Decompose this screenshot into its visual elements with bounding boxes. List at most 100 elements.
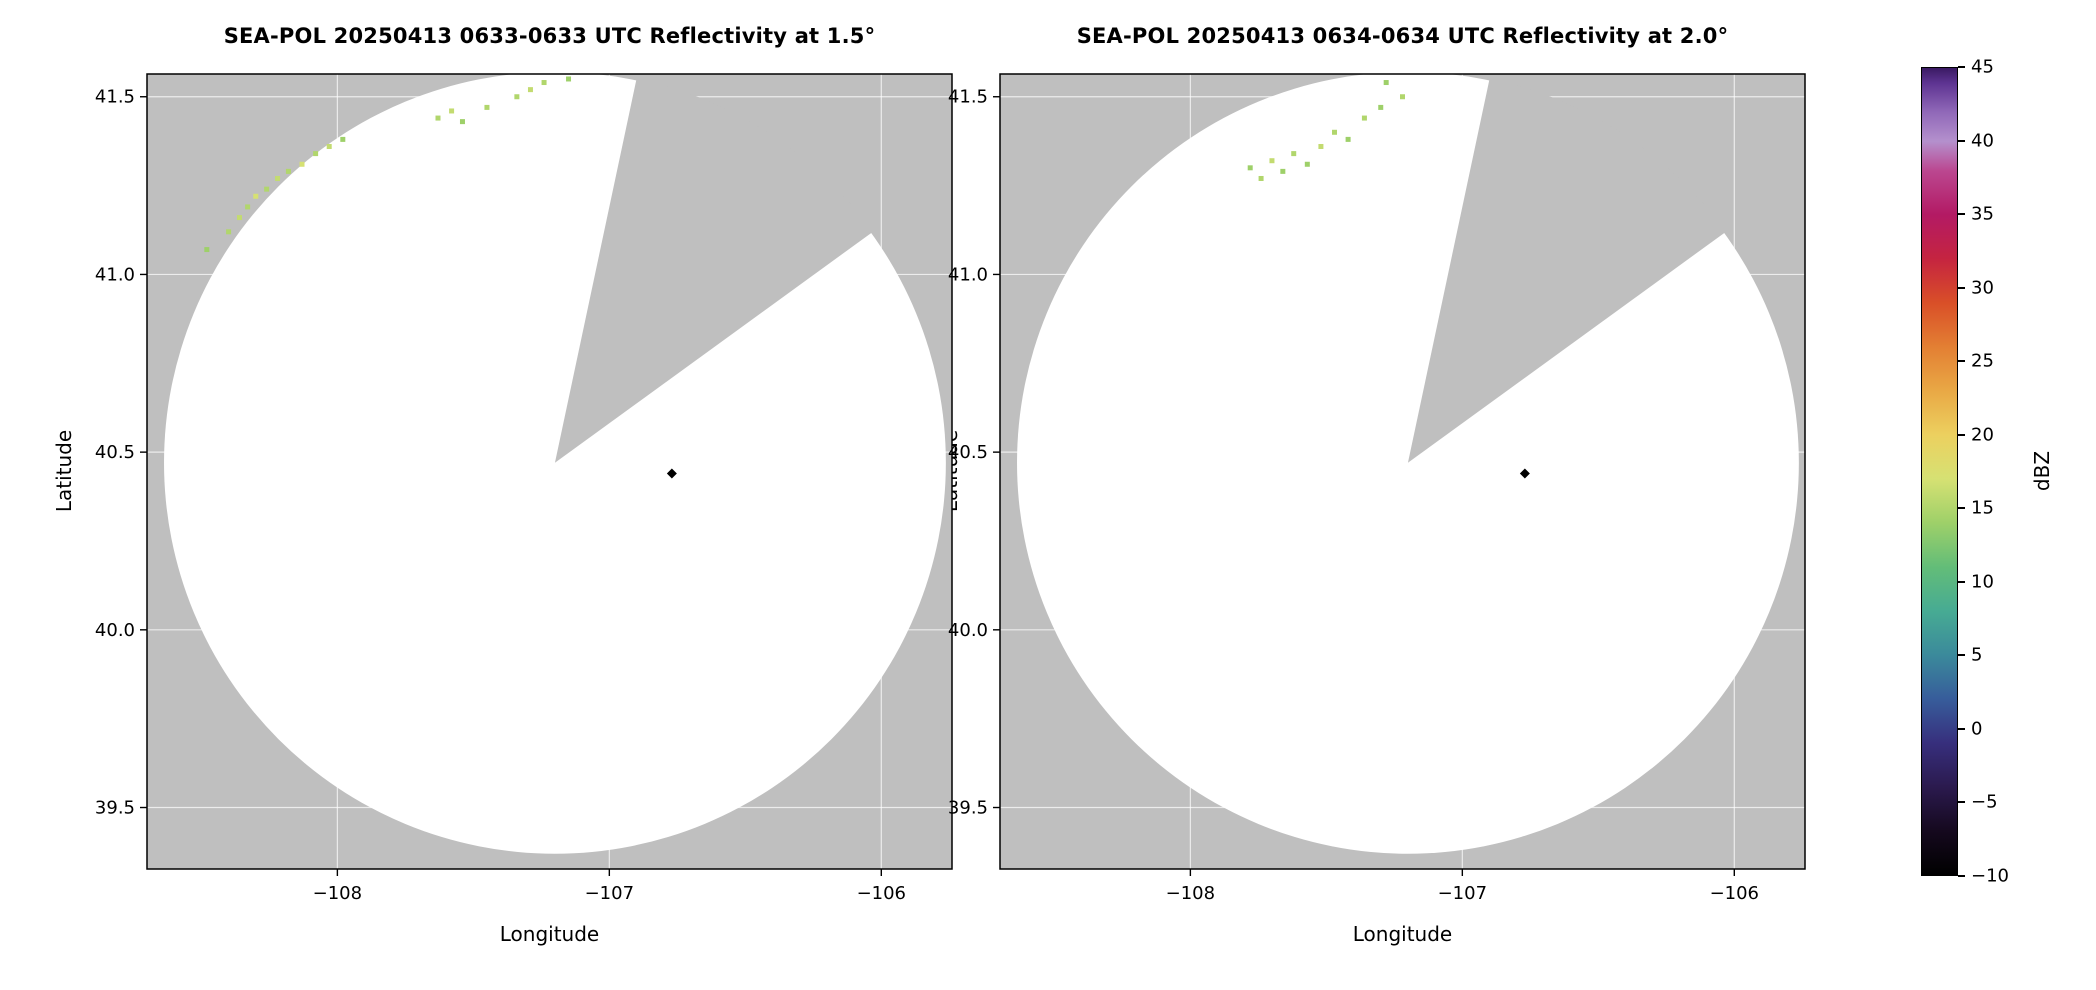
axis-ticks xyxy=(140,96,882,876)
colorbar-tick-label: 15 xyxy=(1971,497,1994,519)
blocked-sector-wedge xyxy=(554,78,873,463)
plot-area: −108 −107 −106 41.5 41.0 40.5 40.0 39.5 xyxy=(95,73,953,904)
colorbar-tick-mark xyxy=(1958,433,1965,436)
echo-pixel xyxy=(236,215,242,221)
colorbar-tick-label: 0 xyxy=(1971,718,1983,740)
svg-text:41.5: 41.5 xyxy=(95,87,135,108)
blocked-sector-wedge xyxy=(1407,78,1726,463)
svg-text:41.0: 41.0 xyxy=(948,264,988,285)
echo-pixel xyxy=(253,193,259,199)
colorbar-tick-label: 20 xyxy=(1971,424,1994,446)
echo-pixel xyxy=(285,168,291,174)
echo-pixel xyxy=(435,115,441,121)
colorbar-tick-label: −5 xyxy=(1971,791,1998,813)
svg-text:39.5: 39.5 xyxy=(948,798,988,819)
panel1-x-axis-label: Longitude xyxy=(499,922,600,946)
colorbar-tick-mark xyxy=(1958,654,1965,657)
y-tick-labels: 41.5 41.0 40.5 40.0 39.5 xyxy=(948,87,988,819)
echo-pixel xyxy=(1332,129,1338,135)
colorbar-tick-label: 35 xyxy=(1971,203,1994,225)
colorbar-tick-mark xyxy=(1958,213,1965,216)
site-marker-diamond xyxy=(1519,468,1530,479)
colorbar-tick-mark xyxy=(1958,801,1965,804)
svg-text:−108: −108 xyxy=(313,883,362,904)
colorbar-tick-mark xyxy=(1958,66,1965,68)
reflectivity-echoes xyxy=(1247,80,1405,181)
plot-area: −108 −107 −106 41.5 41.0 40.5 40.0 39.5 xyxy=(948,73,1806,904)
colorbar-tick-label: 25 xyxy=(1971,350,1994,372)
colorbar-tick-mark xyxy=(1958,727,1965,730)
svg-text:41.5: 41.5 xyxy=(948,87,988,108)
colorbar-tick-label: 5 xyxy=(1971,644,1983,666)
echo-pixel xyxy=(326,143,332,149)
echo-pixel xyxy=(1345,136,1351,142)
reflectivity-echoes xyxy=(204,76,572,253)
echo-pixel xyxy=(1383,80,1389,86)
echo-pixel xyxy=(275,175,281,181)
panel2-radar-plot: −108 −107 −106 41.5 41.0 40.5 40.0 39.5 xyxy=(948,73,1806,904)
echo-pixel xyxy=(226,229,232,235)
svg-text:−107: −107 xyxy=(1438,883,1487,904)
x-tick-labels: −108 −107 −106 xyxy=(313,883,906,904)
panel1-y-axis-label: Latitude xyxy=(52,429,76,513)
plot-frame xyxy=(146,73,953,870)
panel2-x-axis-label: Longitude xyxy=(1352,922,1453,946)
colorbar-tick-label: 30 xyxy=(1971,277,1994,299)
echo-pixel xyxy=(449,108,455,114)
echo-pixel xyxy=(1247,165,1253,171)
svg-text:40.0: 40.0 xyxy=(95,620,135,641)
svg-text:−106: −106 xyxy=(857,883,906,904)
echo-pixel xyxy=(1361,115,1367,121)
echo-pixel xyxy=(1318,143,1324,149)
echo-pixel xyxy=(1269,158,1275,164)
colorbar-tick-label: 45 xyxy=(1971,56,1994,78)
echo-pixel xyxy=(1304,161,1310,167)
svg-text:−106: −106 xyxy=(1710,883,1759,904)
clipped-radar-field xyxy=(147,74,952,869)
echo-pixel xyxy=(204,247,210,253)
echo-pixel xyxy=(1258,175,1264,181)
colorbar-tick-mark xyxy=(1958,139,1965,142)
echo-pixel xyxy=(245,204,251,210)
colorbar-tick-label: −10 xyxy=(1971,865,2009,887)
site-marker-diamond xyxy=(666,468,677,479)
colorbar-tick-mark xyxy=(1958,286,1965,289)
echo-pixel xyxy=(1291,151,1297,157)
echo-pixel xyxy=(541,80,547,86)
echo-pixel xyxy=(527,87,533,93)
echo-pixel xyxy=(299,161,305,167)
echo-pixel xyxy=(313,151,319,157)
axis-ticks xyxy=(993,96,1735,876)
echo-pixel xyxy=(1280,168,1286,174)
panel2-title: SEA-POL 20250413 0634-0634 UTC Reflectiv… xyxy=(1076,24,1729,48)
y-tick-labels: 41.5 41.0 40.5 40.0 39.5 xyxy=(95,87,135,819)
svg-text:41.0: 41.0 xyxy=(95,264,135,285)
colorbar-tick-mark xyxy=(1958,875,1965,877)
panel1-radar-plot: −108 −107 −106 41.5 41.0 40.5 40.0 39.5 xyxy=(95,73,953,904)
colorbar-tick-mark xyxy=(1958,507,1965,510)
echo-pixel xyxy=(1378,104,1384,110)
svg-text:40.0: 40.0 xyxy=(948,620,988,641)
colorbar-label: dBZ xyxy=(2030,450,2054,492)
svg-text:−108: −108 xyxy=(1166,883,1215,904)
echo-pixel xyxy=(1400,94,1405,100)
svg-text:39.5: 39.5 xyxy=(95,798,135,819)
echo-pixel xyxy=(566,76,572,82)
colorbar-tick-mark xyxy=(1958,360,1965,363)
svg-text:40.5: 40.5 xyxy=(948,442,988,463)
plot-frame xyxy=(999,73,1806,870)
svg-text:−107: −107 xyxy=(585,883,634,904)
colorbar-gradient xyxy=(1921,67,1958,876)
svg-text:40.5: 40.5 xyxy=(95,442,135,463)
clipped-radar-field xyxy=(1000,74,1805,869)
echo-pixel xyxy=(514,94,520,100)
colorbar-tick-mark xyxy=(1958,580,1965,583)
panel1-title: SEA-POL 20250413 0633-0633 UTC Reflectiv… xyxy=(223,24,876,48)
echo-pixel xyxy=(484,104,490,110)
echo-pixel xyxy=(340,136,346,142)
x-tick-labels: −108 −107 −106 xyxy=(1166,883,1759,904)
colorbar-tick-label: 40 xyxy=(1971,130,1994,152)
echo-pixel xyxy=(264,186,270,192)
echo-pixel xyxy=(459,119,465,125)
